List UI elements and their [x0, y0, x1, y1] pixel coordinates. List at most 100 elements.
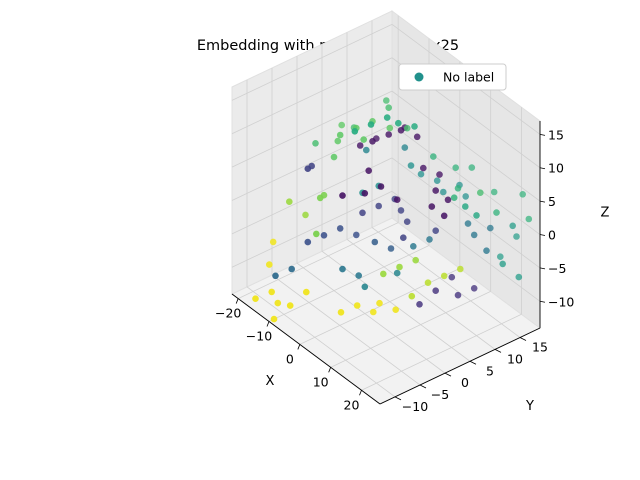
data-point	[274, 299, 282, 307]
data-point	[470, 231, 478, 239]
data-point	[360, 136, 368, 143]
y-tick	[519, 337, 527, 341]
data-point	[450, 194, 458, 201]
data-point	[336, 131, 344, 139]
data-point	[462, 203, 469, 210]
grid-y-floor	[346, 239, 496, 350]
data-point	[401, 144, 409, 151]
data-point	[411, 123, 418, 130]
data-point	[288, 265, 296, 273]
z-tick-label: 15	[548, 127, 564, 142]
data-point	[387, 245, 395, 252]
data-point	[432, 227, 440, 234]
data-point	[413, 133, 421, 141]
grid-z-left	[231, 57, 393, 135]
data-point	[513, 233, 520, 240]
x-tick	[266, 321, 270, 327]
y-tick-label: −10	[402, 399, 428, 414]
data-point	[412, 256, 420, 264]
z-tick	[539, 200, 546, 203]
data-point	[403, 218, 411, 225]
data-point	[393, 196, 401, 203]
data-point	[440, 212, 448, 220]
x-tick	[235, 298, 239, 304]
data-point	[353, 302, 361, 309]
grid-z-left	[231, 157, 393, 235]
data-point	[312, 140, 319, 147]
data-point	[400, 234, 407, 241]
data-point	[397, 127, 405, 134]
z-tick-label: 10	[548, 161, 564, 176]
data-point	[477, 189, 484, 196]
data-point	[454, 185, 462, 192]
data-point	[316, 194, 324, 202]
data-point	[499, 260, 507, 268]
x-axis-line	[231, 293, 381, 405]
x-tick-label: 20	[344, 397, 360, 412]
data-point	[436, 171, 443, 178]
data-point	[302, 211, 309, 219]
data-point	[270, 315, 278, 323]
data-point	[371, 238, 379, 246]
y-tick	[444, 372, 452, 377]
x-tick-label: −10	[246, 329, 272, 344]
data-point	[430, 153, 437, 160]
z-axis-label: Z	[601, 206, 610, 221]
data-point	[497, 253, 504, 260]
data-point	[385, 104, 393, 111]
data-point	[339, 265, 346, 273]
data-point	[403, 124, 411, 132]
data-point	[286, 198, 293, 205]
data-point	[432, 287, 440, 295]
data-point	[367, 121, 375, 128]
data-point	[515, 273, 523, 281]
y-axis-line	[379, 327, 541, 405]
data-point	[313, 230, 320, 238]
grid-lines	[231, 15, 541, 398]
y-tick-label: 0	[461, 375, 469, 390]
data-point	[407, 162, 415, 169]
x-tick-label: −20	[215, 306, 241, 321]
data-point	[269, 238, 277, 246]
data-point	[361, 283, 369, 291]
grid-z-back	[391, 157, 541, 269]
data-point	[370, 308, 377, 316]
data-point	[457, 265, 464, 273]
data-point	[252, 295, 259, 303]
data-point	[266, 261, 273, 268]
y-tick	[419, 384, 427, 389]
data-point	[359, 209, 366, 217]
x-tick	[297, 344, 301, 350]
data-point	[385, 131, 393, 138]
data-point	[383, 97, 390, 104]
data-point	[454, 291, 462, 299]
data-point	[410, 243, 417, 250]
grid-z-left	[231, 90, 393, 168]
data-point	[376, 299, 383, 307]
data-point	[339, 192, 346, 199]
data-point	[336, 225, 344, 232]
data-point	[426, 236, 433, 243]
data-point	[397, 207, 405, 214]
data-point	[432, 187, 440, 194]
data-point	[393, 269, 401, 277]
data-point	[483, 247, 490, 254]
data-point	[392, 306, 400, 314]
data-point	[353, 231, 360, 239]
grid-z-back	[391, 190, 541, 302]
legend-label: No label	[443, 70, 494, 85]
grid-x-floor	[237, 222, 399, 299]
data-point	[369, 138, 376, 145]
data-point	[380, 270, 387, 278]
grid-y-floor	[371, 227, 521, 338]
grid-x-floor	[268, 245, 430, 322]
z-tick-label: −5	[548, 261, 566, 276]
data-point	[490, 188, 498, 196]
grid-x-floor	[330, 290, 491, 368]
data-point	[452, 164, 460, 171]
y-tick-label: 15	[532, 340, 548, 355]
data-point	[365, 167, 373, 174]
legend-frame	[398, 63, 507, 91]
data-point	[444, 196, 452, 204]
